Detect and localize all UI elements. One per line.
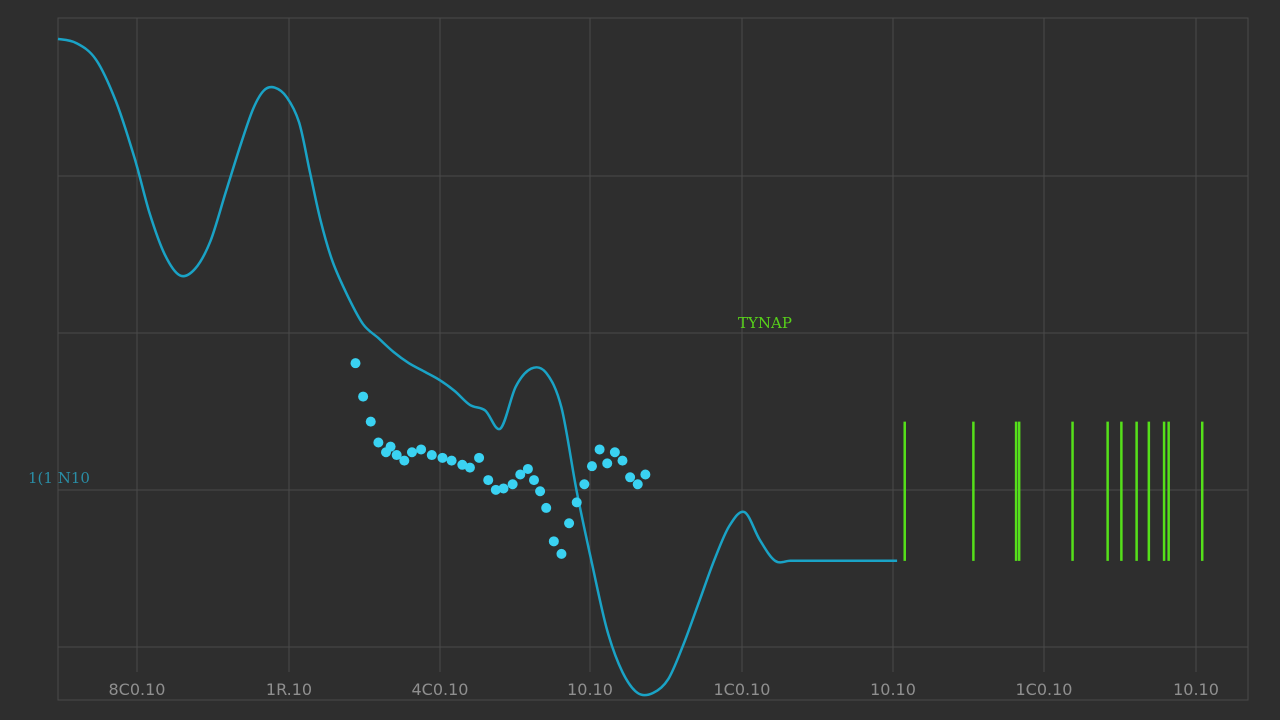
- x-tick-label: 10.10: [567, 680, 613, 699]
- tick-layer: 8C0.10 1R.10 4C0.10 10.10 1C0.10 10.10 1C0.10 1…: [109, 680, 1219, 699]
- data-point: [609, 447, 620, 458]
- data-point: [498, 483, 509, 494]
- data-point: [406, 447, 417, 458]
- data-point: [446, 455, 457, 466]
- x-tick-label: 1R.10: [266, 680, 312, 699]
- x-tick-label: 1C0.10: [714, 680, 771, 699]
- data-point: [564, 518, 575, 529]
- data-point: [617, 455, 628, 466]
- x-tick-label: 10.10: [1173, 680, 1219, 699]
- data-point: [399, 455, 410, 466]
- data-point: [571, 497, 582, 508]
- data-point: [416, 444, 427, 455]
- data-point: [556, 548, 567, 559]
- data-point: [632, 479, 643, 490]
- data-point: [385, 441, 396, 452]
- data-point: [457, 459, 468, 470]
- data-point: [437, 452, 448, 463]
- data-point: [474, 452, 485, 463]
- data-point: [490, 484, 501, 495]
- data-point: [602, 458, 613, 469]
- data-point: [579, 479, 590, 490]
- data-point: [541, 502, 552, 513]
- series-curve-line: [57, 37, 898, 697]
- x-tick-label: 8C0.10: [109, 680, 166, 699]
- data-point: [522, 463, 533, 474]
- data-point: [350, 358, 361, 369]
- data-point: [507, 479, 518, 490]
- x-tick-label: 4C0.10: [412, 680, 469, 699]
- data-point: [625, 472, 636, 483]
- event-annotation: TYNAP: [738, 314, 792, 332]
- grid-layer: [57, 17, 1249, 701]
- data-point: [529, 475, 539, 486]
- left-annotation: 1(1 N10: [28, 469, 90, 487]
- event-layer: [903, 421, 1204, 561]
- marker-layer: [350, 358, 651, 559]
- data-point: [358, 391, 369, 402]
- data-point: [515, 469, 526, 480]
- plot-frame: [57, 17, 1249, 701]
- data-point: [373, 437, 384, 448]
- data-point: [483, 475, 494, 486]
- x-tick-label: 1C0.10: [1016, 680, 1073, 699]
- curve-layer: [57, 37, 898, 697]
- data-point: [640, 469, 651, 480]
- data-point: [548, 536, 559, 547]
- data-point: [365, 416, 376, 427]
- data-point: [535, 486, 546, 497]
- x-tick-label: 10.10: [870, 680, 916, 699]
- data-point: [586, 461, 597, 472]
- data-point: [594, 444, 605, 455]
- data-point: [464, 462, 475, 473]
- data-point: [391, 450, 402, 461]
- data-point: [426, 450, 437, 461]
